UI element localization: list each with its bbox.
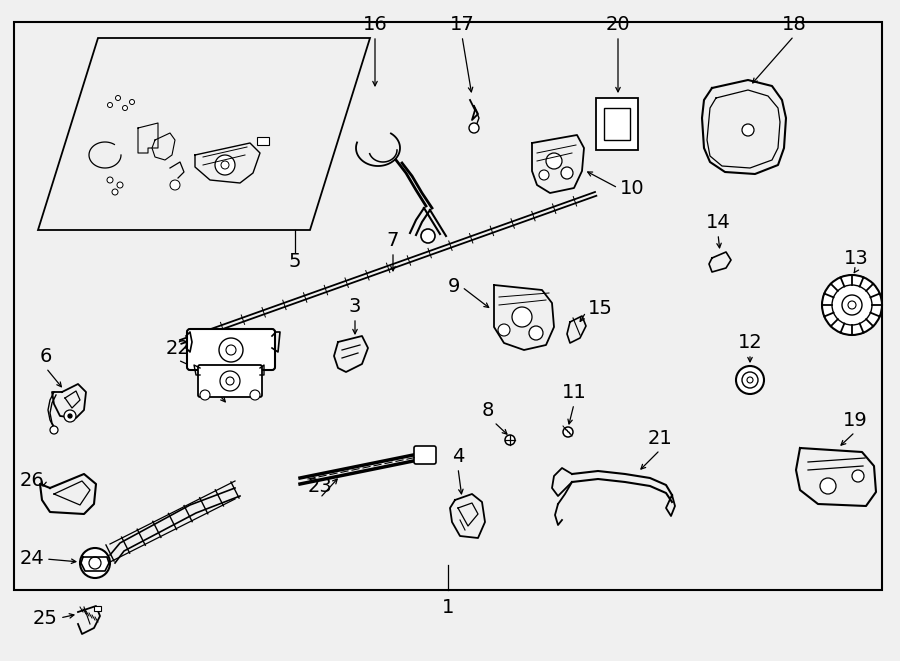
Circle shape xyxy=(512,307,532,327)
Circle shape xyxy=(50,426,58,434)
Circle shape xyxy=(221,161,229,169)
Circle shape xyxy=(505,435,515,445)
Circle shape xyxy=(529,326,543,340)
Text: 19: 19 xyxy=(842,411,868,430)
FancyBboxPatch shape xyxy=(414,446,436,464)
Text: 13: 13 xyxy=(843,249,868,268)
Circle shape xyxy=(421,229,435,243)
Polygon shape xyxy=(38,38,370,230)
Text: 18: 18 xyxy=(781,15,806,34)
Text: 9: 9 xyxy=(447,276,460,295)
Bar xyxy=(94,606,101,611)
Circle shape xyxy=(89,557,101,569)
Circle shape xyxy=(68,414,72,418)
Circle shape xyxy=(852,470,864,482)
Bar xyxy=(596,98,638,150)
Circle shape xyxy=(546,153,562,169)
Circle shape xyxy=(822,275,882,335)
Circle shape xyxy=(842,295,862,315)
Circle shape xyxy=(215,155,235,175)
Text: 6: 6 xyxy=(40,347,52,366)
Circle shape xyxy=(469,123,479,133)
Circle shape xyxy=(563,427,573,437)
FancyBboxPatch shape xyxy=(187,329,275,370)
FancyBboxPatch shape xyxy=(198,365,262,397)
Text: 10: 10 xyxy=(620,178,644,198)
Circle shape xyxy=(107,102,112,108)
Circle shape xyxy=(200,390,210,400)
Circle shape xyxy=(219,338,243,362)
Bar xyxy=(14,22,882,590)
Text: 5: 5 xyxy=(289,252,302,271)
Bar xyxy=(604,108,630,140)
Circle shape xyxy=(250,390,260,400)
Text: 26: 26 xyxy=(19,471,44,490)
Text: 20: 20 xyxy=(606,15,630,34)
Circle shape xyxy=(107,177,113,183)
Circle shape xyxy=(848,301,856,309)
Text: 14: 14 xyxy=(706,213,731,232)
Circle shape xyxy=(80,548,110,578)
Circle shape xyxy=(226,345,236,355)
Text: 17: 17 xyxy=(450,15,474,34)
Text: 23: 23 xyxy=(308,477,332,496)
Text: 25: 25 xyxy=(33,609,58,627)
Bar xyxy=(257,137,269,145)
Circle shape xyxy=(742,124,754,136)
Circle shape xyxy=(747,377,753,383)
Text: 24: 24 xyxy=(19,549,44,568)
Circle shape xyxy=(742,372,758,388)
Text: 1: 1 xyxy=(442,598,454,617)
Circle shape xyxy=(220,371,240,391)
Text: 21: 21 xyxy=(648,429,672,448)
Circle shape xyxy=(498,324,510,336)
Circle shape xyxy=(170,180,180,190)
Text: 4: 4 xyxy=(452,447,464,466)
Text: 22: 22 xyxy=(166,339,191,358)
Circle shape xyxy=(115,95,121,100)
Circle shape xyxy=(112,189,118,195)
Circle shape xyxy=(117,182,123,188)
Circle shape xyxy=(736,366,764,394)
Text: 12: 12 xyxy=(738,333,762,352)
Circle shape xyxy=(64,410,76,422)
Text: 11: 11 xyxy=(562,383,587,402)
Circle shape xyxy=(561,167,573,179)
Circle shape xyxy=(122,106,128,110)
Text: 3: 3 xyxy=(349,297,361,316)
Text: 15: 15 xyxy=(588,299,613,317)
Text: 2: 2 xyxy=(209,369,221,388)
Circle shape xyxy=(130,100,134,104)
Text: 7: 7 xyxy=(387,231,400,250)
Text: 8: 8 xyxy=(482,401,494,420)
Text: 16: 16 xyxy=(363,15,387,34)
Circle shape xyxy=(539,170,549,180)
Circle shape xyxy=(820,478,836,494)
Circle shape xyxy=(832,285,872,325)
Circle shape xyxy=(226,377,234,385)
